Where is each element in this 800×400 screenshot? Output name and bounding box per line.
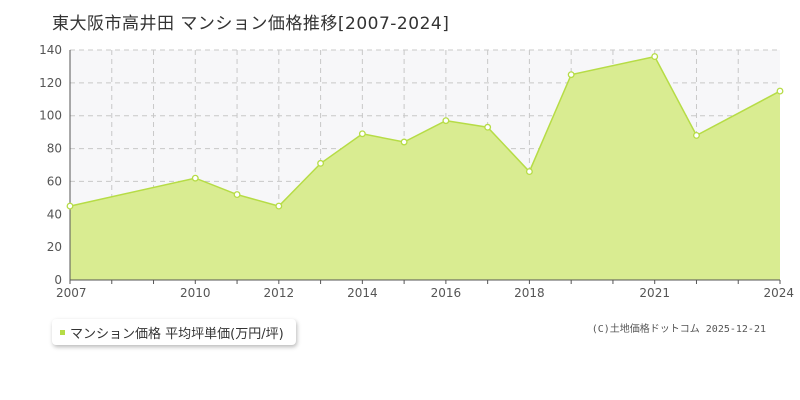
x-tick-label: 2014 (347, 286, 378, 300)
y-tick-labels: 0 20 40 60 80 100 120 140 (39, 43, 62, 287)
x-tick-label: 2007 (56, 286, 87, 300)
x-tick-labels: 2007 2010 2012 2014 2016 2018 2021 2024 (56, 286, 794, 300)
y-tick-label: 40 (47, 207, 62, 221)
y-tick-label: 80 (47, 142, 62, 156)
x-tick-label: 2016 (431, 286, 462, 300)
data-point (400, 138, 408, 146)
legend: マンション価格 平均坪単価(万円/坪) (52, 319, 296, 345)
y-tick-label: 60 (47, 174, 62, 188)
axes (69, 50, 781, 284)
data-point (66, 202, 74, 210)
data-point (442, 117, 450, 125)
data-point (233, 191, 241, 199)
data-point (358, 130, 366, 138)
data-point (191, 174, 199, 182)
y-tick-label: 20 (47, 240, 62, 254)
data-point (693, 131, 700, 139)
data-points (66, 53, 784, 210)
x-tick-label: 2010 (180, 286, 211, 300)
x-tick-label: 2012 (264, 286, 295, 300)
data-point (275, 202, 283, 210)
x-tick-label: 2018 (514, 286, 545, 300)
data-point (525, 168, 533, 176)
y-tick-label: 100 (39, 109, 62, 123)
series-line (69, 55, 781, 207)
data-point (567, 71, 575, 79)
x-tick-label: 2021 (639, 286, 670, 300)
x-tick-label: 2024 (763, 286, 794, 300)
legend-label: マンション価格 平均坪単価(万円/坪) (70, 326, 284, 342)
data-point (776, 87, 784, 95)
y-tick-label: 140 (39, 43, 62, 57)
y-tick-label: 0 (54, 273, 62, 287)
credit-text: (C)土地価格ドットコム 2025-12-21 (591, 324, 766, 335)
y-tick-label: 120 (39, 76, 62, 90)
data-point (317, 159, 325, 167)
series-area (70, 56, 780, 280)
data-point (484, 123, 492, 131)
legend-marker-icon (60, 329, 65, 335)
chart-title: 東大阪市高井田 マンション価格推移[2007-2024] (52, 14, 450, 34)
data-point (651, 53, 659, 61)
